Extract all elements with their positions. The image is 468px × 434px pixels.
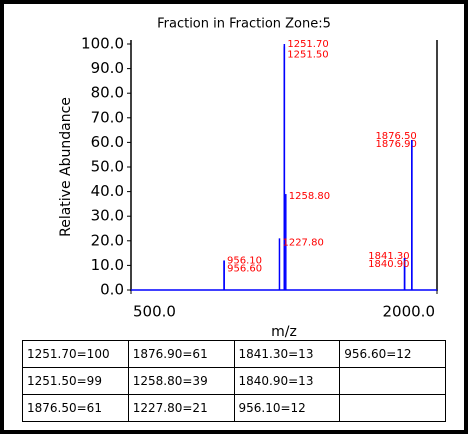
table-cell: 1251.50=99 <box>22 367 129 395</box>
chart: Fraction in Fraction Zone:5 m/z Relative… <box>58 17 438 340</box>
y-tick-label: 50.0 <box>91 158 124 176</box>
table-cell <box>339 394 446 422</box>
peak-label: 1876.50 <box>375 131 416 142</box>
y-tick-label: 40.0 <box>91 182 124 200</box>
y-tick-label: 10.0 <box>91 256 124 274</box>
table-cell: 1840.90=13 <box>233 367 341 395</box>
peak-label: 1841.30 <box>368 251 409 262</box>
table-cell: 1876.90=61 <box>127 340 235 368</box>
x-tick-label: 2000.0 <box>383 303 436 321</box>
table-cell <box>339 367 446 395</box>
peak-label: 956.60 <box>227 263 262 274</box>
peak-label: 1227.80 <box>282 237 323 248</box>
y-axis-title: Relative Abundance <box>58 97 74 237</box>
table-row: 1876.50=61 1227.80=21 956.10=12 <box>22 394 446 422</box>
peak-label: 956.10 <box>227 255 262 266</box>
table-row: 1251.70=100 1876.90=61 1841.30=13 956.60=12 <box>22 340 446 368</box>
peak-label: 1251.50 <box>287 49 328 60</box>
y-tick-label: 30.0 <box>91 207 124 225</box>
y-tick-label: 90.0 <box>91 59 124 77</box>
x-axis-title: m/z <box>271 324 297 340</box>
peak-label: 1876.90 <box>376 139 417 150</box>
y-tick-label: 20.0 <box>91 231 124 249</box>
y-tick-label: 60.0 <box>91 133 124 151</box>
table-cell: 956.10=12 <box>233 394 341 422</box>
y-tick-label: 70.0 <box>91 108 124 126</box>
chart-title: Fraction in Fraction Zone:5 <box>157 17 331 32</box>
table-row: 1251.50=99 1258.80=39 1840.90=13 <box>22 367 446 395</box>
table-cell: 1876.50=61 <box>22 394 129 422</box>
table-cell: 1258.80=39 <box>127 367 235 395</box>
y-tick-label: 100.0 <box>81 35 124 53</box>
peak-label: 1258.80 <box>289 191 330 202</box>
table-cell: 1251.70=100 <box>22 340 129 368</box>
y-tick-label: 80.0 <box>91 84 124 102</box>
table-cell: 1841.30=13 <box>233 340 341 368</box>
peak-label: 1840.90 <box>368 259 409 270</box>
table-cell: 1227.80=21 <box>127 394 235 422</box>
peak-table: 1251.70=100 1876.90=61 1841.30=13 956.60=12… <box>22 340 446 422</box>
x-tick-label: 500.0 <box>133 303 176 321</box>
y-tick-label: 0.0 <box>100 281 124 299</box>
peak-label: 1251.70 <box>287 39 328 50</box>
table-cell: 956.60=12 <box>339 340 446 368</box>
